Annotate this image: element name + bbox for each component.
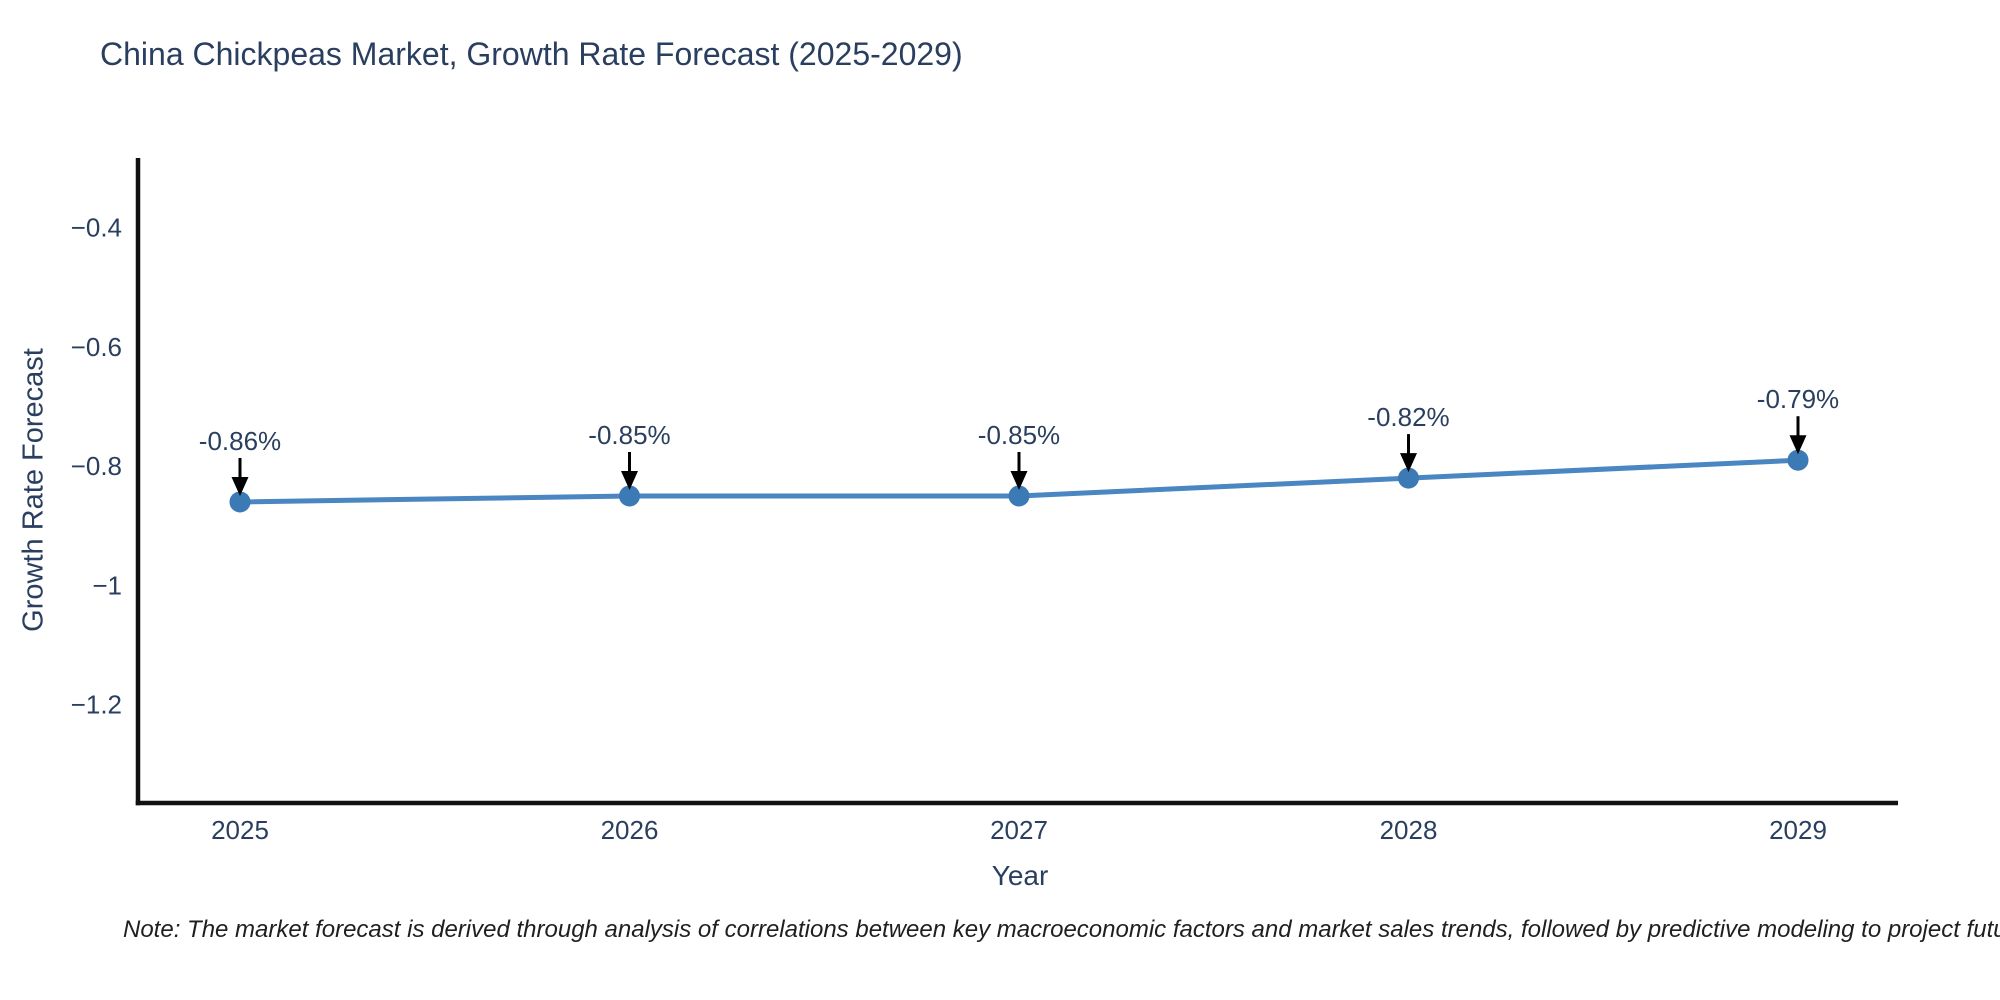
annotation-arrowhead	[1400, 453, 1417, 473]
x-tick-label: 2025	[211, 815, 269, 845]
x-axis-title: Year	[991, 860, 1049, 891]
footnote: Note: The market forecast is derived thr…	[123, 916, 2000, 943]
annotation-arrowhead	[231, 476, 249, 496]
x-tick-label: 2029	[1769, 815, 1827, 845]
y-tick-label: −0.8	[71, 451, 122, 481]
x-tick-label: 2027	[990, 815, 1048, 845]
y-tick-label: −0.6	[71, 332, 122, 362]
y-tick-label: −1	[92, 570, 122, 600]
y-tick-label: −1.2	[71, 690, 122, 720]
annotation-label: -0.86%	[199, 426, 281, 456]
annotation-arrowhead	[1789, 435, 1807, 455]
annotation-label: -0.79%	[1757, 384, 1839, 414]
annotation-label: -0.85%	[978, 420, 1060, 450]
y-axis-title: Growth Rate Forecast	[17, 348, 50, 632]
annotation-arrowhead	[621, 470, 638, 490]
x-tick-label: 2028	[1380, 815, 1438, 845]
annotation-label: -0.85%	[588, 420, 670, 450]
x-tick-label: 2026	[601, 815, 659, 845]
chart-title: China Chickpeas Market, Growth Rate Fore…	[100, 36, 963, 72]
annotation-label: -0.82%	[1367, 402, 1449, 432]
y-tick-label: −0.4	[71, 213, 122, 243]
annotation-arrowhead	[1010, 470, 1028, 490]
